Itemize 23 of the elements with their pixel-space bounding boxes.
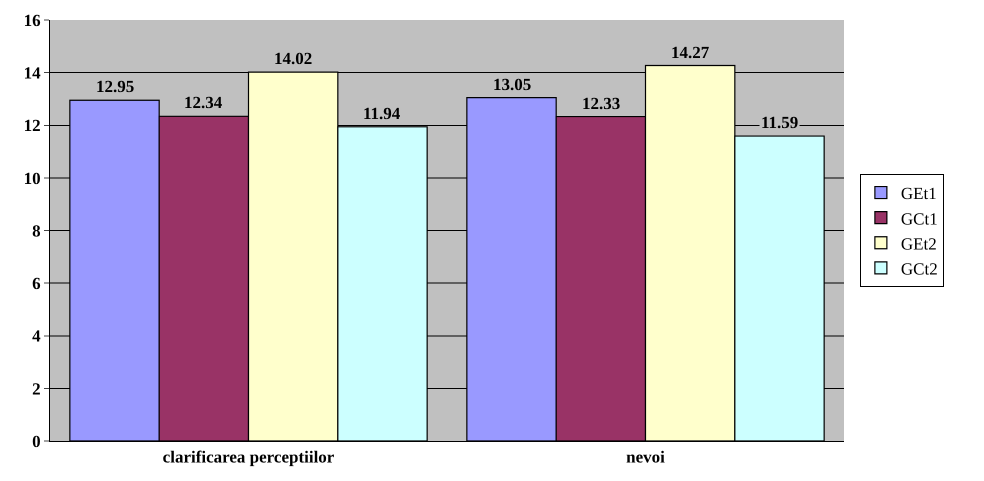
legend-label: GCt2 bbox=[900, 259, 938, 278]
data-label: 11.59 bbox=[761, 113, 798, 132]
x-tick-label: clarificarea perceptiilor bbox=[162, 447, 335, 466]
data-label: 12.33 bbox=[582, 94, 620, 113]
data-label: 13.05 bbox=[493, 75, 532, 94]
data-label: 14.27 bbox=[671, 43, 710, 62]
y-tick-label: 2 bbox=[32, 379, 41, 398]
legend-label: GEt1 bbox=[900, 184, 937, 204]
data-label: 11.94 bbox=[363, 104, 401, 123]
legend-label: GCt1 bbox=[900, 209, 938, 228]
x-tick-label: nevoi bbox=[626, 447, 666, 466]
y-tick-label: 16 bbox=[24, 10, 41, 30]
y-tick-label: 12 bbox=[24, 116, 41, 136]
legend-label: GEt2 bbox=[900, 234, 937, 254]
y-tick-label: 14 bbox=[24, 64, 42, 83]
y-tick-label: 8 bbox=[32, 221, 41, 240]
data-label: 12.34 bbox=[184, 93, 223, 112]
y-tick-label: 4 bbox=[32, 326, 42, 346]
y-tick-label: 6 bbox=[32, 274, 41, 294]
data-label: 14.02 bbox=[274, 49, 312, 68]
data-label: 12.95 bbox=[96, 77, 134, 96]
y-tick-label: 0 bbox=[32, 432, 41, 451]
y-tick-label: 10 bbox=[24, 168, 41, 188]
